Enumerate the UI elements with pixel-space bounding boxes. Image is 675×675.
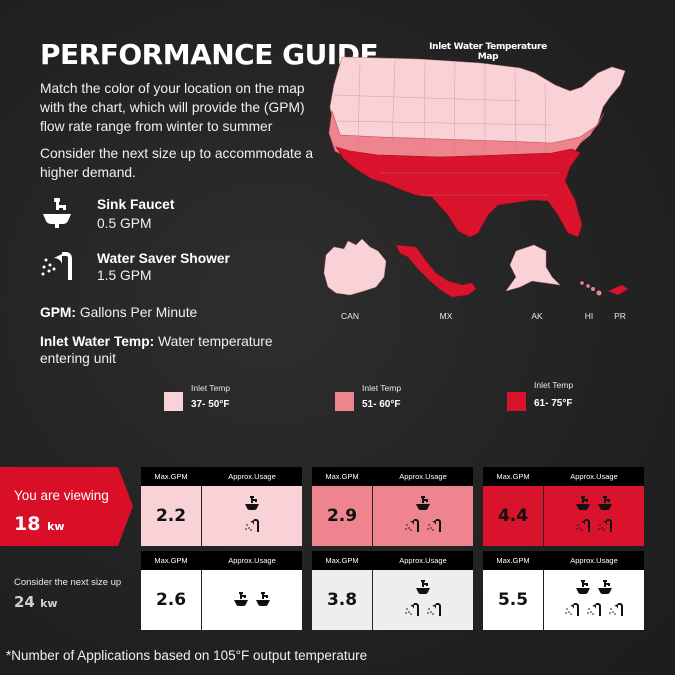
label-can: CAN xyxy=(341,311,359,321)
mexico-map xyxy=(395,244,477,298)
card-24kw-warm: Max.GPM Approx.Usage 5.5 xyxy=(483,551,644,630)
shower-icon xyxy=(245,519,259,532)
puerto-rico-map xyxy=(608,285,628,295)
usage-icons xyxy=(373,570,473,630)
max-gpm-value: 3.8 xyxy=(312,570,372,630)
shower-name: Water Saver Shower xyxy=(97,251,230,266)
usa-warm-zone xyxy=(335,146,583,238)
map-title: Inlet Water Temperature Map xyxy=(429,42,547,62)
sink-icon xyxy=(256,592,270,607)
sink-icon xyxy=(416,580,430,595)
max-gpm-value: 4.4 xyxy=(483,486,543,546)
canada-map xyxy=(323,238,387,296)
legend-swatch-mid xyxy=(335,392,354,411)
sink-icon xyxy=(416,496,430,511)
intro-text: Match the color of your location on the … xyxy=(40,81,305,134)
shower-flow: 1.5 GPM xyxy=(97,268,152,283)
sink-icon xyxy=(234,592,248,607)
legend-swatch-warm xyxy=(507,392,526,411)
shower-icon xyxy=(427,519,441,532)
usage-icon-group xyxy=(565,580,623,616)
usage-icon-group xyxy=(234,592,270,607)
sink-icon xyxy=(245,496,259,511)
alaska-map xyxy=(505,244,561,292)
max-gpm-value: 2.9 xyxy=(312,486,372,546)
sink-icon xyxy=(598,496,612,511)
usa-map xyxy=(328,56,626,238)
sink-icon xyxy=(576,496,590,511)
max-gpm-value: 2.2 xyxy=(141,486,201,546)
legend-range-cold: 37- 50°F xyxy=(191,399,230,410)
shower-icon xyxy=(565,603,579,616)
inlet-temp-definition: Inlet Water Temp: Water temperature ente… xyxy=(40,334,273,366)
shower-icon xyxy=(609,603,623,616)
legend-swatch-cold xyxy=(164,392,183,411)
shower-icon xyxy=(405,603,419,616)
usage-icons xyxy=(373,486,473,546)
max-gpm-value: 5.5 xyxy=(483,570,543,630)
next-size-note: Consider the next size up to accommodate… xyxy=(40,146,314,180)
next-size-label: Consider the next size up xyxy=(14,577,122,588)
usage-icon-group xyxy=(405,580,441,616)
usage-icon-group xyxy=(576,496,612,532)
legend-range-mid: 51- 60°F xyxy=(362,399,401,410)
label-mx: MX xyxy=(439,311,453,321)
page-title: PERFORMANCE GUIDE xyxy=(40,38,379,71)
legend-range-warm: 61- 75°F xyxy=(534,398,573,409)
usage-icon-group xyxy=(245,496,259,532)
shower-icon xyxy=(598,519,612,532)
legend-label-warm: Inlet Temp xyxy=(534,380,574,390)
shower-icon xyxy=(405,519,419,532)
hawaii-map xyxy=(580,281,602,296)
shower-icon xyxy=(587,603,601,616)
label-ak: AK xyxy=(531,311,543,321)
legend-label-cold: Inlet Temp xyxy=(191,383,231,393)
sink-faucet-icon xyxy=(43,198,71,228)
next-size-kw: 24 kw xyxy=(14,593,58,611)
card-18kw-warm: Max.GPM Approx.Usage 4.4 xyxy=(483,467,644,546)
card-18kw-mid: Max.GPM Approx.Usage 2.9 xyxy=(312,467,473,546)
max-gpm-value: 2.6 xyxy=(141,570,201,630)
viewing-kw: 18 kw xyxy=(14,513,65,535)
usage-icons xyxy=(544,486,644,546)
sink-icon xyxy=(576,580,590,595)
shower-head-icon xyxy=(41,252,72,280)
card-24kw-mid: Max.GPM Approx.Usage 3.8 xyxy=(312,551,473,630)
viewing-banner xyxy=(0,467,133,546)
usage-icons xyxy=(202,486,302,546)
usage-icon-group xyxy=(405,496,441,532)
legend-label-mid: Inlet Temp xyxy=(362,383,402,393)
sink-faucet-name: Sink Faucet xyxy=(97,197,175,212)
card-18kw-cold: Max.GPM Approx.Usage 2.2 xyxy=(141,467,302,546)
inlet-temperature-map xyxy=(323,56,628,298)
gpm-definition: GPM: Gallons Per Minute xyxy=(40,305,198,320)
footnote: *Number of Applications based on 105°F o… xyxy=(6,648,368,663)
label-pr: PR xyxy=(614,311,626,321)
usage-icons xyxy=(544,570,644,630)
usage-icons xyxy=(202,570,302,630)
label-hi: HI xyxy=(584,311,594,321)
shower-icon xyxy=(576,519,590,532)
card-24kw-cold: Max.GPM Approx.Usage 2.6 xyxy=(141,551,302,630)
shower-icon xyxy=(427,603,441,616)
sink-faucet-flow: 0.5 GPM xyxy=(97,216,152,231)
sink-icon xyxy=(598,580,612,595)
viewing-label: You are viewing xyxy=(14,488,109,503)
